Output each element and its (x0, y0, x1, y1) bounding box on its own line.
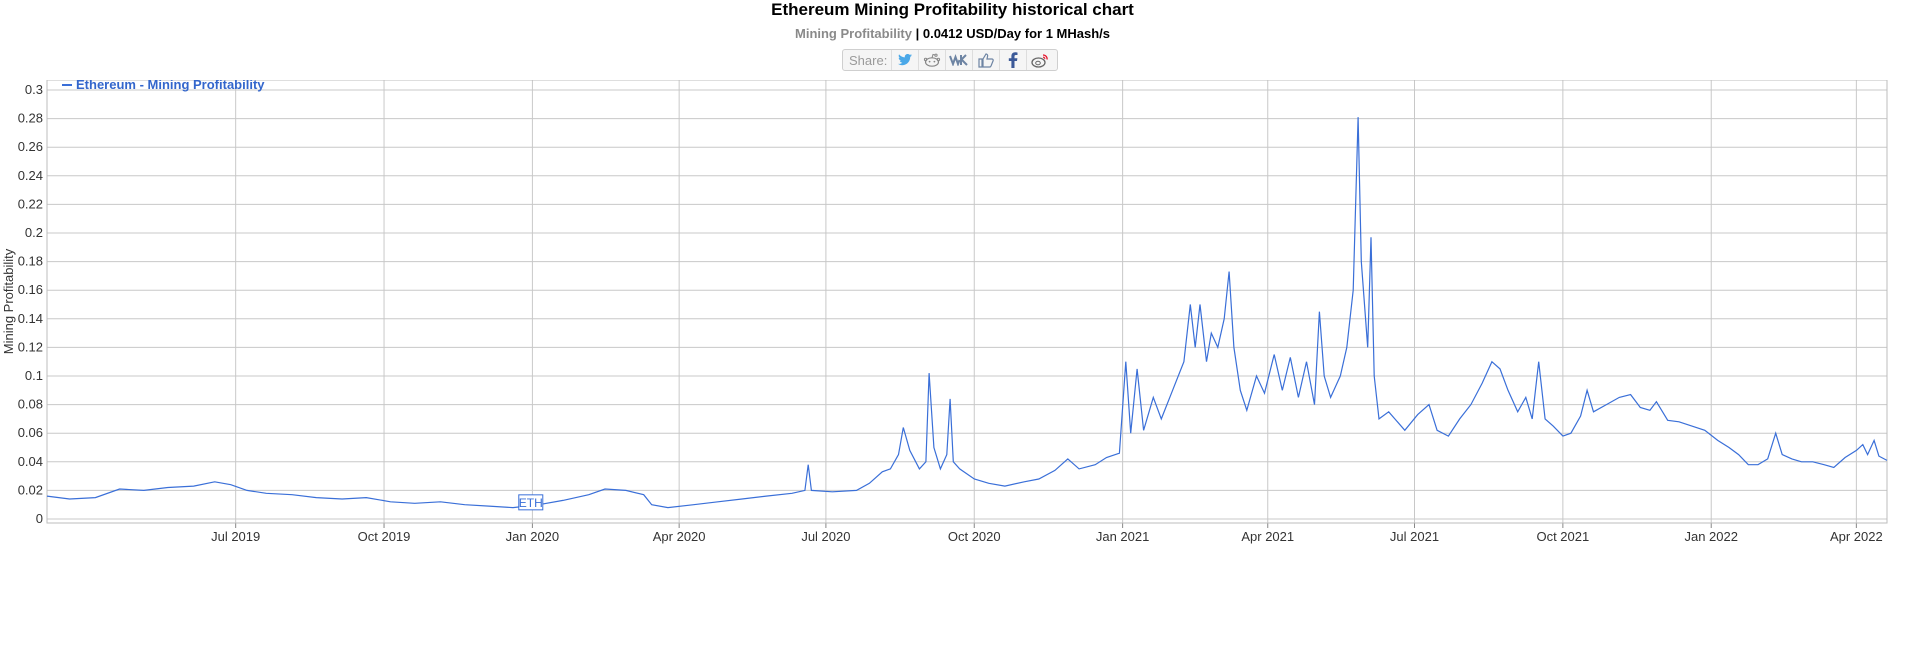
x-tick-label: Jul 2020 (801, 529, 850, 544)
y-tick-label: 0.14 (18, 311, 43, 326)
plot-frame (46, 80, 1888, 524)
chart-subtitle: Mining Profitability | 0.0412 USD/Day fo… (0, 26, 1905, 41)
x-tick-label: Apr 2020 (653, 529, 706, 544)
x-tick-label: Oct 2020 (948, 529, 1001, 544)
twitter-icon[interactable] (891, 50, 918, 70)
x-tick-label: Jul 2019 (211, 529, 260, 544)
y-tick-label: 0.08 (18, 397, 43, 412)
y-tick-label: 0.28 (18, 111, 43, 126)
y-tick-label: 0.06 (18, 425, 43, 440)
subtitle-label: Mining Profitability (795, 26, 912, 41)
y-tick-label: 0.16 (18, 282, 43, 297)
x-tick-label: Oct 2021 (1536, 529, 1589, 544)
vertical-gridlines (235, 80, 1857, 528)
y-tick-label: 0.12 (18, 339, 43, 354)
y-axis-tick-labels: 0 0.02 0.04 0.06 0.08 0.1 0.12 0.14 0.16 0.18 0.2 0… (18, 82, 43, 526)
vk-icon[interactable] (945, 50, 972, 70)
x-tick-label: Jan 2020 (506, 529, 560, 544)
y-axis-label: Mining Profitability (1, 248, 16, 354)
x-tick-label: Jan 2022 (1684, 529, 1738, 544)
facebook-icon[interactable] (999, 50, 1026, 70)
eth-annotation: ETH (518, 494, 544, 511)
series-line-ethereum (46, 117, 1888, 509)
like-icon[interactable] (972, 50, 999, 70)
eth-annotation-box (518, 494, 544, 511)
y-tick-label: 0.2 (25, 225, 43, 240)
x-axis-tick-labels: Jul 2019 Oct 2019 Jan 2020 Apr 2020 Jul 2020… (211, 529, 1883, 544)
horizontal-gridlines (47, 89, 1887, 520)
chart-title: Ethereum Mining Profitability historical… (771, 0, 1134, 19)
eth-annotation-text: ETH (519, 496, 543, 510)
y-tick-label: 0.1 (25, 368, 43, 383)
y-tick-label: 0.02 (18, 482, 43, 497)
y-tick-label: 0.3 (25, 82, 43, 97)
share-bar: Share: (842, 49, 1059, 71)
legend[interactable]: Ethereum - Mining Profitability (62, 80, 265, 92)
x-tick-label: Apr 2022 (1830, 529, 1883, 544)
y-tick-label: 0.22 (18, 196, 43, 211)
x-tick-label: Jan 2021 (1096, 529, 1150, 544)
subtitle-value: | 0.0412 USD/Day for 1 MHash/s (912, 26, 1110, 41)
y-tick-label: 0.26 (18, 139, 43, 154)
y-tick-label: 0.24 (18, 168, 43, 183)
share-label: Share: (849, 52, 888, 68)
y-tick-label: 0.04 (18, 454, 43, 469)
chart-area: 0 0.02 0.04 0.06 0.08 0.1 0.12 0.14 0.16 0.18 0.2 0… (1, 80, 1888, 544)
y-tick-label: 0 (36, 511, 43, 526)
y-tick-label: 0.18 (18, 254, 43, 269)
reddit-icon[interactable] (918, 50, 945, 70)
legend-entry-ethereum: Ethereum - Mining Profitability (76, 80, 265, 92)
x-tick-label: Apr 2021 (1241, 529, 1294, 544)
weibo-icon[interactable] (1026, 50, 1053, 70)
x-tick-label: Oct 2019 (358, 529, 411, 544)
x-tick-label: Jul 2021 (1390, 529, 1439, 544)
